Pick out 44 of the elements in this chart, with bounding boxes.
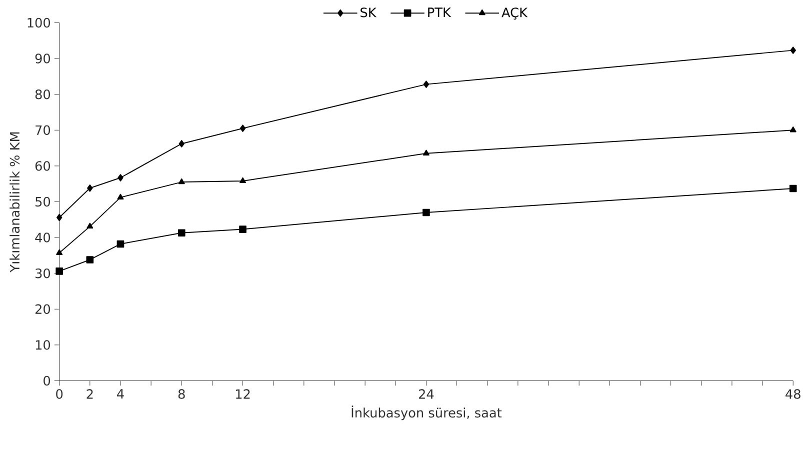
y-tick-label: 100: [28, 18, 50, 28]
x-tick-label: 24: [418, 389, 434, 399]
y-tick-label: 30: [36, 268, 50, 278]
point: [422, 150, 430, 156]
point: [240, 177, 246, 184]
legend-label: SK: [360, 8, 377, 18]
point: [423, 80, 430, 88]
y-axis-title: Yıkımlanabilirlik % KM: [10, 132, 20, 272]
legend-label: PTK: [428, 8, 452, 18]
point: [239, 226, 246, 233]
x-tick-label: 2: [86, 389, 93, 399]
point: [116, 240, 124, 248]
y-tick-label: 80: [35, 89, 50, 100]
point: [56, 249, 63, 256]
point: [240, 124, 246, 132]
point: [56, 214, 62, 222]
point: [790, 126, 796, 132]
x-tick-label: 0: [56, 389, 63, 399]
y-tick-label: 20: [35, 304, 50, 314]
x-tick-label: 48: [786, 389, 800, 399]
x-tick-label: 8: [178, 389, 185, 399]
y-tick-label: 50: [36, 196, 50, 207]
y-tick-label: 70: [36, 125, 50, 136]
point: [86, 256, 94, 264]
point: [87, 184, 93, 192]
x-tick-label: 4: [117, 389, 124, 399]
y-tick-label: 90: [35, 54, 50, 64]
x-tick-label: 12: [236, 389, 250, 399]
point: [118, 174, 124, 182]
y-tick-label: 0: [44, 376, 50, 386]
y-tick-label: 10: [36, 340, 50, 350]
point: [790, 46, 796, 54]
point: [789, 184, 797, 192]
point: [422, 208, 430, 216]
point: [86, 222, 94, 229]
x-axis-title: İnkubasyon süresi, saat: [352, 406, 502, 420]
point: [178, 140, 184, 148]
y-tick-label: 40: [35, 232, 50, 242]
point: [117, 194, 124, 200]
legend-label: AÇK: [502, 8, 528, 20]
point: [178, 178, 185, 184]
point: [56, 268, 63, 275]
point: [178, 229, 186, 237]
y-tick-label: 60: [35, 161, 50, 171]
